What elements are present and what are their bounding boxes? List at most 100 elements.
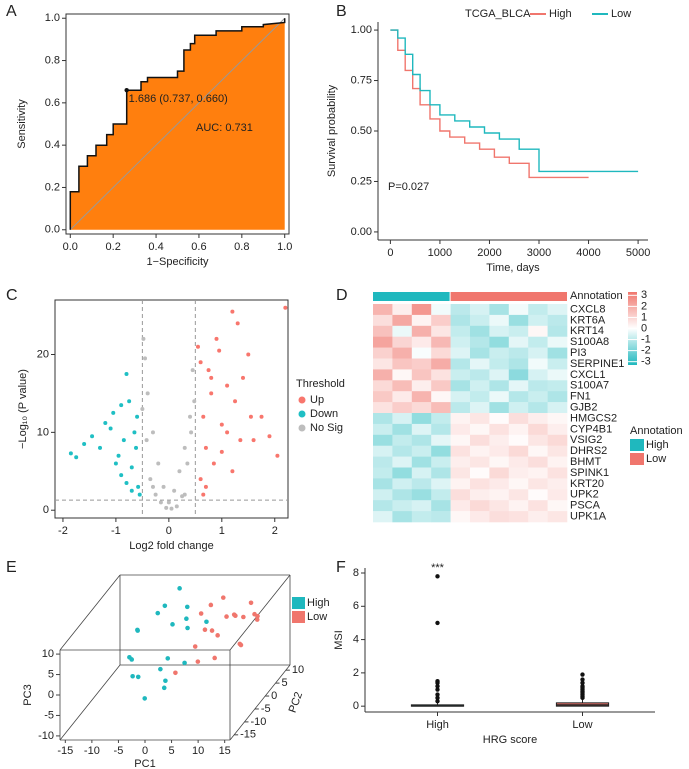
heatmap-cell (411, 304, 432, 316)
heatmap-cell (373, 369, 393, 381)
legend-swatch (292, 611, 305, 623)
heatmap-cell (528, 489, 548, 501)
heatmap-cell (508, 423, 529, 436)
heatmap-cell (489, 467, 510, 479)
outlier (435, 620, 440, 626)
point (215, 633, 220, 638)
point (224, 614, 229, 619)
heatmap-cell (547, 434, 568, 446)
x-axis-title: 1−Specificity (146, 256, 209, 268)
point (111, 410, 116, 415)
heatmap-cell (470, 445, 490, 457)
point (203, 445, 208, 450)
row-label: DHRS2 (570, 445, 607, 457)
point (235, 321, 240, 326)
colorbar-label: -1 (641, 333, 651, 345)
heatmap-cell (489, 456, 510, 468)
x-tick-label: 5 (169, 745, 175, 757)
heatmap-cell (431, 336, 451, 348)
heatmap-cell (489, 511, 510, 523)
point (252, 611, 257, 617)
heatmap-cell (508, 456, 529, 468)
heatmap-cell (547, 336, 568, 348)
y-tick-label: 6 (353, 600, 359, 612)
heatmap-cell (450, 445, 471, 457)
heatmap-cell (470, 423, 490, 436)
heatmap-cell (373, 456, 393, 468)
point (219, 422, 224, 427)
heatmap-cell (489, 402, 510, 414)
heatmap-cell (489, 369, 510, 381)
x-tick-label: 0 (166, 525, 172, 537)
heatmap-cell (470, 325, 490, 337)
p-value: P=0.027 (388, 181, 429, 193)
x-axis-title: Time, days (486, 262, 540, 274)
row-label: CXCL1 (570, 369, 605, 381)
x-tick-label: 1.0 (277, 241, 292, 253)
x-tick-label: 0.2 (106, 241, 121, 253)
point (166, 500, 171, 505)
point (90, 434, 95, 439)
heatmap-cell (450, 489, 471, 501)
legend-swatch (630, 453, 644, 465)
heatmap-cell (528, 314, 548, 327)
row-label: BHMT (570, 456, 601, 468)
survival-curve (390, 29, 589, 179)
y-tick-label: -5 (261, 703, 271, 715)
heatmap-cell (508, 445, 529, 457)
box-edge (59, 664, 121, 741)
outlier (580, 677, 585, 682)
point (174, 504, 179, 509)
row-label: VSIG2 (570, 434, 602, 446)
legend-label: No Sig (310, 422, 343, 434)
point (177, 469, 182, 474)
point (198, 360, 203, 365)
heatmap-cell (528, 336, 548, 348)
legend-title: TCGA_BLCA (465, 8, 531, 20)
heatmap-cell (470, 369, 490, 381)
heatmap-cell (392, 325, 413, 337)
point (254, 617, 260, 622)
point (203, 484, 208, 489)
x-axis-title: Log2 fold change (129, 540, 213, 552)
x-tick-label: High (426, 719, 449, 731)
heatmap-cell (508, 511, 529, 523)
point (208, 602, 214, 608)
x-tick-label: 1 (219, 525, 225, 537)
heatmap-cell (547, 511, 568, 523)
point (170, 622, 175, 627)
point (158, 500, 163, 505)
heatmap-cell (392, 304, 413, 316)
point (144, 438, 149, 443)
plot-frame (54, 299, 289, 519)
heatmap-cell (373, 402, 393, 414)
heatmap-cell (470, 478, 490, 490)
point (230, 309, 235, 314)
heatmap-cell (411, 369, 432, 381)
point (195, 659, 201, 664)
panel-letter: D (336, 287, 348, 304)
point (230, 469, 235, 474)
y-tick-label: -15 (240, 729, 256, 741)
heatmap-cell (508, 434, 529, 446)
point (206, 368, 211, 373)
point (195, 344, 200, 349)
heatmap-cell (373, 423, 393, 436)
heatmap-cell (508, 391, 529, 403)
legend-label: High (307, 597, 330, 609)
y-tick-label: 10 (37, 426, 49, 438)
legend-label: Down (310, 408, 338, 420)
heatmap-cell (411, 314, 432, 327)
y-tick-label: 0.50 (351, 125, 372, 137)
heatmap-cell (411, 478, 432, 490)
panel-letter: B (336, 3, 347, 20)
point (135, 674, 141, 680)
heatmap-cell (489, 489, 510, 501)
point (182, 445, 187, 450)
heatmap-cell (431, 489, 451, 501)
heatmap-cell (411, 325, 432, 337)
y-tick-label: 0.75 (351, 74, 372, 86)
row-label: CXCL8 (570, 303, 605, 315)
heatmap-cell (489, 478, 510, 490)
